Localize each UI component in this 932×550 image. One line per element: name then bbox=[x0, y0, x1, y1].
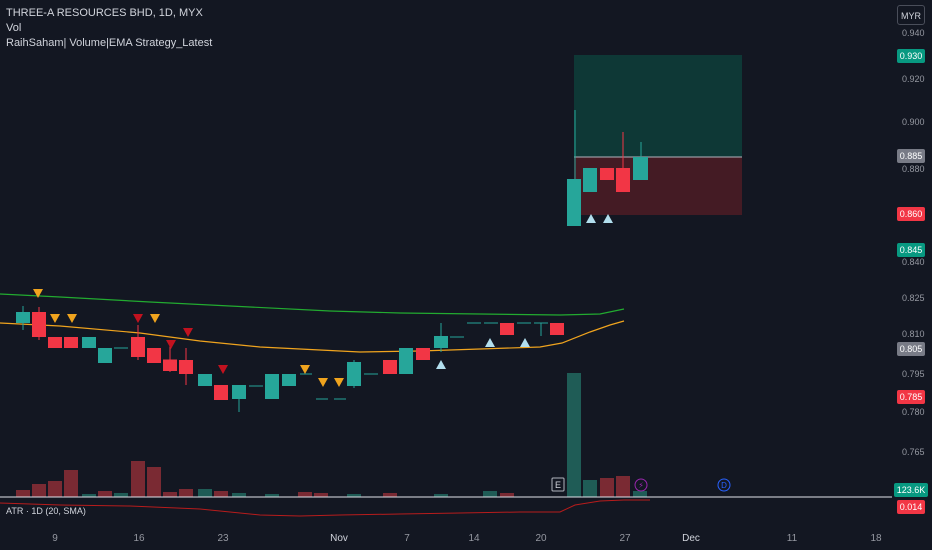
split-marker-icon[interactable]: ⚡ bbox=[634, 478, 648, 492]
price-tick: 0.765 bbox=[902, 447, 925, 457]
price-tick: 0.940 bbox=[902, 28, 925, 38]
date-tick: Dec bbox=[682, 533, 700, 544]
date-tick: 16 bbox=[133, 533, 145, 544]
candlesticks bbox=[16, 110, 648, 412]
price-tick: 0.825 bbox=[902, 293, 925, 303]
volume-bars bbox=[16, 373, 647, 497]
atr-value-tag: 0.014 bbox=[897, 500, 925, 514]
date-tick: Nov bbox=[330, 533, 348, 544]
chart-legend: THREE-A RESOURCES BHD, 1D, MYX Vol RaihS… bbox=[6, 6, 212, 51]
ema-price-tag: 0.785 bbox=[897, 390, 925, 404]
signal-markers bbox=[33, 214, 613, 387]
last-price-tag: 0.845 bbox=[897, 243, 925, 257]
chart-canvas[interactable]: E ⚡ D bbox=[0, 0, 892, 528]
ema-price-tag: 0.805 bbox=[897, 342, 925, 356]
price-tick: 0.810 bbox=[902, 329, 925, 339]
date-tick: 9 bbox=[52, 533, 58, 544]
earnings-marker[interactable]: E bbox=[551, 477, 565, 492]
long-position-tool[interactable] bbox=[574, 55, 742, 215]
date-tick: 18 bbox=[870, 533, 882, 544]
stop-loss-price-tag: 0.860 bbox=[897, 207, 925, 221]
price-tick: 0.840 bbox=[902, 257, 925, 267]
price-tick: 0.920 bbox=[902, 74, 925, 84]
price-tick: 0.900 bbox=[902, 117, 925, 127]
currency-button[interactable]: MYR bbox=[897, 5, 925, 25]
date-tick: 27 bbox=[619, 533, 631, 544]
date-tick: 14 bbox=[468, 533, 480, 544]
date-tick: 23 bbox=[217, 533, 229, 544]
volume-indicator-label[interactable]: Vol bbox=[6, 22, 22, 34]
time-axis[interactable]: 9 16 23 Nov 7 14 20 27 Dec 11 18 bbox=[0, 528, 892, 550]
earnings-marker-label: E bbox=[555, 480, 561, 490]
price-tick: 0.780 bbox=[902, 407, 925, 417]
atr-indicator-label[interactable]: ATR · 1D (20, SMA) bbox=[6, 506, 86, 516]
date-tick: 7 bbox=[404, 533, 410, 544]
take-profit-price-tag: 0.930 bbox=[897, 49, 925, 63]
svg-text:⚡: ⚡ bbox=[638, 481, 644, 490]
dividend-marker-label: D bbox=[721, 481, 727, 490]
strategy-indicator-label[interactable]: RaihSaham| Volume|EMA Strategy_Latest bbox=[6, 37, 213, 49]
price-axis[interactable]: 0.940 0.920 0.900 0.880 0.840 0.825 0.81… bbox=[892, 0, 932, 514]
entry-price-tag: 0.885 bbox=[897, 149, 925, 163]
price-tick: 0.795 bbox=[902, 369, 925, 379]
dividend-marker[interactable]: D bbox=[717, 478, 731, 492]
volume-value-tag: 123.6K bbox=[894, 483, 928, 497]
date-tick: 20 bbox=[535, 533, 547, 544]
price-tick: 0.880 bbox=[902, 164, 925, 174]
atr-line bbox=[0, 499, 650, 517]
ema-orange-line bbox=[0, 320, 625, 353]
date-tick: 11 bbox=[786, 533, 798, 544]
ema-green-line bbox=[0, 293, 625, 316]
symbol-title[interactable]: THREE-A RESOURCES BHD, 1D, MYX bbox=[6, 7, 203, 19]
